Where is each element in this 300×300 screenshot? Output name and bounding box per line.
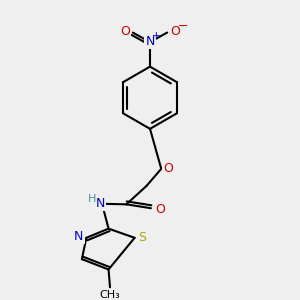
Text: N: N — [74, 230, 83, 243]
Text: S: S — [138, 231, 146, 244]
Text: +: + — [152, 31, 160, 41]
Text: −: − — [178, 20, 188, 33]
Text: H: H — [88, 194, 96, 204]
Text: O: O — [163, 162, 173, 175]
Text: N: N — [96, 197, 105, 210]
Text: CH₃: CH₃ — [100, 290, 120, 300]
Text: O: O — [120, 25, 130, 38]
Text: N: N — [145, 35, 155, 48]
Text: O: O — [155, 203, 165, 216]
Text: O: O — [170, 25, 180, 38]
